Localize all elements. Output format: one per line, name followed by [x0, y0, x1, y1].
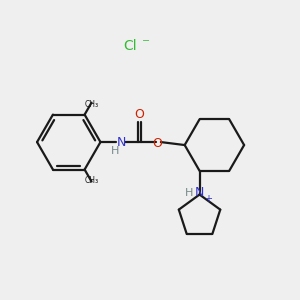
- Text: O: O: [152, 136, 162, 150]
- Text: ⁻: ⁻: [142, 37, 150, 52]
- Text: H: H: [111, 146, 119, 156]
- Text: O: O: [134, 108, 144, 121]
- Text: Cl: Cl: [123, 39, 137, 53]
- Text: CH₃: CH₃: [85, 100, 99, 109]
- Text: CH₃: CH₃: [85, 176, 99, 184]
- Text: +: +: [205, 194, 212, 203]
- Text: N: N: [195, 186, 204, 199]
- Text: H: H: [184, 188, 193, 198]
- Text: N: N: [117, 136, 126, 148]
